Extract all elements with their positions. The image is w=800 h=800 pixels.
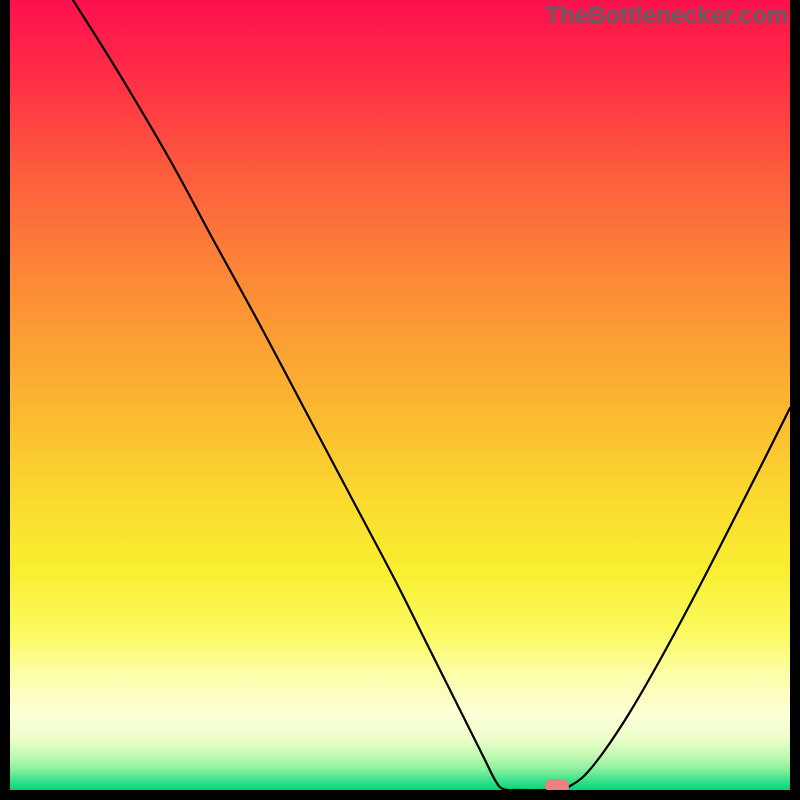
chart-svg [10, 0, 790, 790]
gradient-background [10, 0, 790, 790]
watermark-label: TheBottlenecker.com [545, 2, 788, 30]
chart-plot-area [10, 0, 790, 790]
optimal-marker [545, 779, 569, 790]
